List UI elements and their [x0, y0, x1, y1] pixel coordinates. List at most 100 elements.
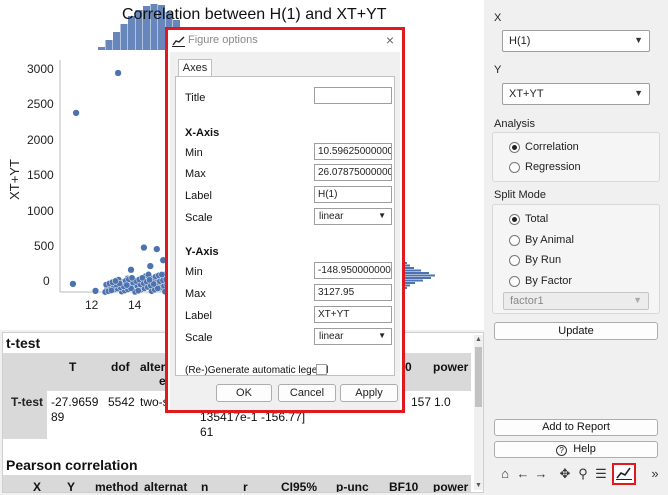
ttest-title: t-test — [6, 335, 41, 351]
analysis-group: Correlation Regression — [492, 132, 660, 182]
radio-label: Correlation — [525, 141, 579, 153]
histogram-bar — [113, 32, 120, 50]
dialog-titlebar: Figure options × — [168, 30, 402, 52]
tab-axes[interactable]: Axes — [178, 59, 212, 77]
y-select-value: XT+YT — [509, 88, 544, 100]
histogram-bar — [158, 5, 165, 50]
radio-label: Regression — [525, 161, 581, 173]
histogram-bar — [405, 274, 435, 277]
column-header: power — [433, 360, 469, 374]
configure-icon[interactable]: ☰ — [595, 466, 607, 481]
settings-panel: X H(1) ▼ Y XT+YT ▼ Analysis Correlation … — [486, 0, 668, 495]
column-header: Y — [67, 480, 76, 493]
x-select[interactable]: H(1) ▼ — [502, 30, 650, 52]
histogram-bar — [405, 264, 410, 267]
toolbar-more[interactable]: » — [651, 466, 659, 481]
cell-t: -27.9659 89 — [51, 395, 99, 424]
radio-dot — [509, 214, 520, 225]
scroll-thumb[interactable] — [475, 347, 482, 407]
y-max-label: Max — [185, 288, 206, 300]
ok-button[interactable]: OK — [216, 384, 272, 402]
histogram-bar — [405, 267, 414, 269]
zoom-icon[interactable]: ⚲ — [578, 466, 588, 481]
x-label-field[interactable]: H(1) — [314, 186, 392, 203]
factor-select-value: factor1 — [510, 295, 544, 307]
scroll-up-icon[interactable]: ▲ — [475, 336, 482, 343]
close-icon[interactable]: × — [385, 32, 394, 48]
scroll-down-icon[interactable]: ▼ — [475, 482, 482, 489]
x-axis-heading: X-Axis — [185, 127, 220, 139]
x-min-field[interactable]: 10.59625000000000 — [314, 143, 392, 160]
y-marginal-histogram — [405, 262, 435, 289]
dialog-body: Axes Title X-Axis Min 10.59625000000000 … — [170, 52, 400, 410]
radio-label: By Animal — [525, 234, 574, 246]
radio-label: By Run — [525, 254, 562, 266]
chevron-down-icon: ▼ — [634, 88, 643, 98]
pearson-title: Pearson correlation — [6, 457, 138, 473]
radio-dot — [509, 255, 520, 266]
y-select[interactable]: XT+YT ▼ — [502, 83, 650, 105]
legend-checkbox[interactable] — [316, 364, 327, 375]
scatter-point — [107, 286, 115, 294]
y-min-field[interactable]: -148.950000000000 — [314, 262, 392, 279]
title-field[interactable] — [314, 87, 392, 104]
home-icon[interactable]: ⌂ — [501, 466, 509, 481]
factor-select[interactable]: factor1 ▼ — [503, 292, 649, 310]
split-mode-group: Total By Animal By Run By Factor factor1… — [492, 204, 660, 314]
cell-ci: -156.77] — [261, 410, 306, 424]
help-button[interactable]: ? Help — [494, 441, 658, 458]
histogram-bar — [405, 277, 431, 279]
scatter-point — [140, 243, 148, 252]
y-scale-label: Scale — [185, 332, 213, 344]
analysis-label: Analysis — [494, 118, 535, 130]
histogram-bar — [120, 24, 128, 50]
x-tick-label: 14 — [128, 298, 142, 312]
x-label-label: Label — [185, 190, 212, 202]
column-header: method — [95, 480, 139, 493]
x-scale-label: Scale — [185, 212, 213, 224]
x-scale-select[interactable]: linear ▼ — [314, 208, 392, 225]
forward-icon[interactable]: → — [534, 466, 548, 481]
radio-dot — [509, 162, 520, 173]
chevron-down-icon: ▼ — [378, 331, 386, 340]
apply-button[interactable]: Apply — [340, 384, 398, 402]
cancel-button[interactable]: Cancel — [278, 384, 336, 402]
column-header: dof — [111, 360, 130, 374]
pearson-header-row: X Y method alternat n r CI95% p-unc BF10… — [3, 475, 471, 493]
column-header: 0 — [405, 360, 412, 374]
results-scrollbar[interactable]: ▲ ▼ — [474, 335, 483, 490]
cell-pval: 135417e-1 61 — [200, 410, 258, 439]
scatter-point — [146, 262, 154, 270]
pan-icon[interactable]: ✥ — [559, 466, 571, 481]
plot-toolbar: ⌂ ← → ✥ ⚲ ☰ » — [496, 463, 664, 486]
add-to-report-button[interactable]: Add to Report — [494, 419, 658, 436]
column-header: T — [69, 360, 77, 374]
update-button[interactable]: Update — [494, 322, 658, 340]
scatter-point — [134, 287, 142, 295]
chevron-down-icon: ▼ — [378, 211, 386, 220]
histogram-bar — [143, 6, 150, 50]
histogram-bar — [405, 272, 429, 274]
y-scale-select[interactable]: linear ▼ — [314, 328, 392, 345]
y-label-field[interactable]: XT+YT — [314, 306, 392, 323]
y-tick-label: 0 — [43, 274, 50, 288]
y-scale-value: linear — [319, 331, 344, 342]
histogram-bar — [405, 279, 423, 282]
histogram-bar — [405, 282, 415, 284]
scatter-point — [112, 277, 119, 285]
y-label-label: Label — [185, 310, 212, 322]
y-max-field[interactable]: 3127.95 — [314, 284, 392, 301]
edit-axis-icon[interactable] — [612, 463, 636, 485]
cell-power: 1.0 — [434, 395, 451, 409]
scatter-point — [128, 274, 136, 282]
help-label: Help — [573, 443, 596, 455]
y-axis-label: XT+YT — [6, 159, 22, 200]
back-icon[interactable]: ← — [516, 466, 530, 481]
column-header-fragment: e — [159, 374, 166, 388]
column-header: p-unc — [336, 480, 369, 493]
y-axis-heading: Y-Axis — [185, 246, 219, 258]
radio-dot — [509, 235, 520, 246]
x-tick-label: 12 — [85, 298, 99, 312]
x-max-field[interactable]: 26.07875000000000 — [314, 164, 392, 181]
x-min-label: Min — [185, 147, 203, 159]
